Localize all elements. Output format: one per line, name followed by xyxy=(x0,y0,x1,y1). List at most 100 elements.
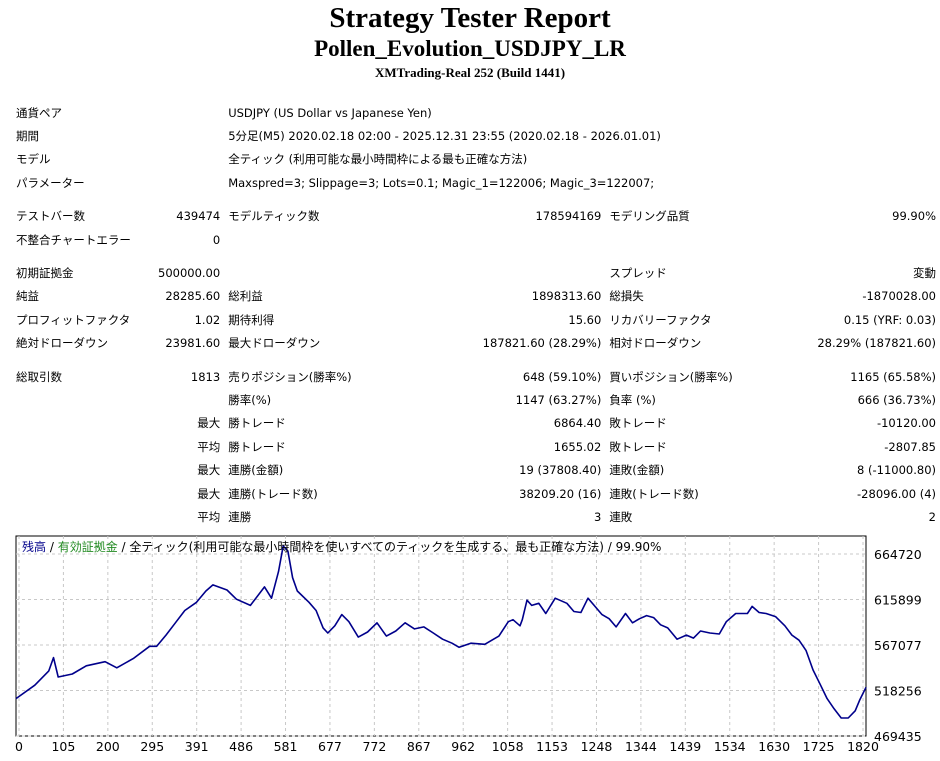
stat-row: 最大 連勝(トレード数) 38209.20 (16) 連敗(トレード数) -28… xyxy=(12,482,940,505)
y-tick-label: 615899 xyxy=(874,593,922,608)
report-title: Strategy Tester Report xyxy=(329,2,611,34)
deposit-value: 500000.00 xyxy=(158,266,221,281)
net-profit-label: 純益 xyxy=(16,289,39,304)
chart-legend: 残高 / 有効証拠金 / 全ティック(利用可能な最小時間枠を使いすべてのティック… xyxy=(22,538,661,555)
info-value: 全ティック (利用可能な最小時間枠による最も正確な方法) xyxy=(228,152,528,167)
consecutive-wins-amount-label: 連勝(金額) xyxy=(228,463,284,478)
recovery-factor-label: リカバリーファクタ xyxy=(609,312,712,327)
y-tick-label: 518256 xyxy=(874,684,922,699)
maximal-drawdown-label: 最大ドローダウン xyxy=(228,336,321,351)
info-value: 5分足(M5) 2020.02.18 02:00 - 2025.12.31 23… xyxy=(228,129,661,144)
x-tick-label: 1248 xyxy=(581,739,613,754)
ticks-label: モデルティック数 xyxy=(228,209,320,224)
average-consecutive-losses-value: 2 xyxy=(928,509,936,524)
x-tick-label: 486 xyxy=(229,739,253,754)
expected-payoff-value: 15.60 xyxy=(568,312,602,327)
mismatch-value: 0 xyxy=(212,232,221,247)
stat-row: 平均 連勝 3 連敗 2 xyxy=(12,505,940,528)
report-table: 通貨ペア USDJPY (US Dollar vs Japanese Yen) … xyxy=(12,101,940,529)
max-prefix: 最大 xyxy=(197,416,221,431)
info-label: パラメーター xyxy=(16,175,85,190)
x-tick-label: 1058 xyxy=(492,739,524,754)
legend-equity: 有効証拠金 xyxy=(57,540,118,554)
average-prefix: 平均 xyxy=(197,509,221,524)
short-positions-label: 売りポジション(勝率%) xyxy=(228,369,352,384)
legend-separator: / xyxy=(46,540,58,554)
quality-label: モデリング品質 xyxy=(609,209,690,224)
long-positions-label: 買いポジション(勝率%) xyxy=(609,369,733,384)
gross-loss-value: -1870028.00 xyxy=(862,289,936,304)
stat-row: プロフィットファクタ 1.02 期待利得 15.60 リカバリーファクタ 0.1… xyxy=(12,308,940,331)
plot-area xyxy=(15,535,867,737)
total-trades-value: 1813 xyxy=(190,369,221,384)
x-tick-label: 1820 xyxy=(847,739,879,754)
max-prefix: 最大 xyxy=(197,463,221,478)
consecutive-losses-count-label: 連敗(トレード数) xyxy=(609,486,699,501)
absolute-drawdown-value: 23981.60 xyxy=(165,336,221,351)
stat-row: 不整合チャートエラー 0 xyxy=(12,228,940,251)
absolute-drawdown-label: 絶対ドローダウン xyxy=(16,336,108,351)
x-tick-label: 0 xyxy=(15,739,23,754)
y-tick-label: 664720 xyxy=(874,547,922,562)
expected-payoff-label: 期待利得 xyxy=(228,312,275,327)
recovery-factor-value: 0.15 (YRF: 0.03) xyxy=(843,312,936,327)
spread-value: 変動 xyxy=(913,266,936,281)
stat-row: 勝率(%) 1147 (63.27%) 負率 (%) 666 (36.73%) xyxy=(12,388,940,411)
x-tick-label: 1344 xyxy=(625,739,657,754)
average-profit-value: 1655.02 xyxy=(553,439,602,454)
average-loss-value: -2807.85 xyxy=(884,439,936,454)
legend-description: / 全ティック(利用可能な最小時間枠を使いすべてのティックを生成する、最も正確な… xyxy=(117,540,662,554)
profit-factor-label: プロフィットファクタ xyxy=(16,312,131,327)
stat-row: 初期証拠金 500000.00 スプレッド 変動 xyxy=(12,261,940,284)
largest-loss-value: -10120.00 xyxy=(876,416,936,431)
x-tick-label: 1534 xyxy=(714,739,746,754)
average-consecutive-wins-value: 3 xyxy=(593,509,602,524)
total-trades-label: 総取引数 xyxy=(16,369,62,384)
average-consecutive-losses-label: 連敗 xyxy=(609,509,633,524)
long-positions-value: 1165 (65.58%) xyxy=(850,369,936,384)
consecutive-wins-count-label: 連勝(トレード数) xyxy=(228,486,318,501)
x-tick-label: 962 xyxy=(451,739,475,754)
info-value: Maxspred=3; Slippage=3; Lots=0.1; Magic_… xyxy=(228,175,655,190)
bars-value: 439474 xyxy=(176,209,221,224)
info-value: USDJPY (US Dollar vs Japanese Yen) xyxy=(228,105,432,120)
average-consecutive-wins-label: 連勝 xyxy=(228,509,252,524)
largest-profit-label: 勝トレード xyxy=(228,416,286,431)
average-prefix: 平均 xyxy=(197,439,221,454)
quality-value: 99.90% xyxy=(892,209,936,224)
spread-label: スプレッド xyxy=(609,266,667,281)
info-label: モデル xyxy=(16,152,51,167)
ticks-value: 178594169 xyxy=(535,209,602,224)
net-profit-value: 28285.60 xyxy=(165,289,221,304)
x-tick-label: 105 xyxy=(51,739,75,754)
stat-row: 絶対ドローダウン 23981.60 最大ドローダウン 187821.60 (28… xyxy=(12,332,940,355)
x-tick-label: 295 xyxy=(140,739,164,754)
profit-factor-value: 1.02 xyxy=(194,312,221,327)
average-loss-label: 敗トレード xyxy=(609,439,667,454)
relative-drawdown-label: 相対ドローダウン xyxy=(609,336,702,351)
y-tick-label: 469435 xyxy=(874,729,922,744)
bars-label: テストバー数 xyxy=(16,209,85,224)
maximal-drawdown-value: 187821.60 (28.29%) xyxy=(482,336,602,351)
stat-row: テストバー数 439474 モデルティック数 178594169 モデリング品質… xyxy=(12,205,940,228)
info-label: 通貨ペア xyxy=(16,105,62,120)
stat-row: 最大 連勝(金額) 19 (37808.40) 連敗(金額) 8 (-11000… xyxy=(12,458,940,481)
info-row: 期間 5分足(M5) 2020.02.18 02:00 - 2025.12.31… xyxy=(12,124,940,147)
stat-row: 総取引数 1813 売りポジション(勝率%) 648 (59.10%) 買いポジ… xyxy=(12,365,940,388)
x-tick-label: 867 xyxy=(407,739,431,754)
info-label: 期間 xyxy=(16,129,39,144)
largest-loss-label: 敗トレード xyxy=(609,416,667,431)
deposit-label: 初期証拠金 xyxy=(16,266,74,281)
stat-row: 平均 勝トレード 1655.02 敗トレード -2807.85 xyxy=(12,435,940,458)
stat-row: 最大 勝トレード 6864.40 敗トレード -10120.00 xyxy=(12,412,940,435)
loss-trades-value: 666 (36.73%) xyxy=(857,392,936,407)
mismatch-label: 不整合チャートエラー xyxy=(16,232,131,247)
x-tick-label: 1153 xyxy=(536,739,568,754)
balance-chart-svg: 0 105 200 295 391 486 581 677 772 867 962 1058 1153 1… xyxy=(15,535,922,754)
x-tick-label: 1630 xyxy=(758,739,790,754)
profit-trades-label: 勝率(%) xyxy=(228,392,272,407)
consecutive-wins-amount-value: 19 (37808.40) xyxy=(519,463,602,478)
consecutive-wins-count-value: 38209.20 (16) xyxy=(519,486,602,501)
info-row: モデル 全ティック (利用可能な最小時間枠による最も正確な方法) xyxy=(12,148,940,171)
expert-name: Pollen_Evolution_USDJPY_LR xyxy=(314,36,626,61)
